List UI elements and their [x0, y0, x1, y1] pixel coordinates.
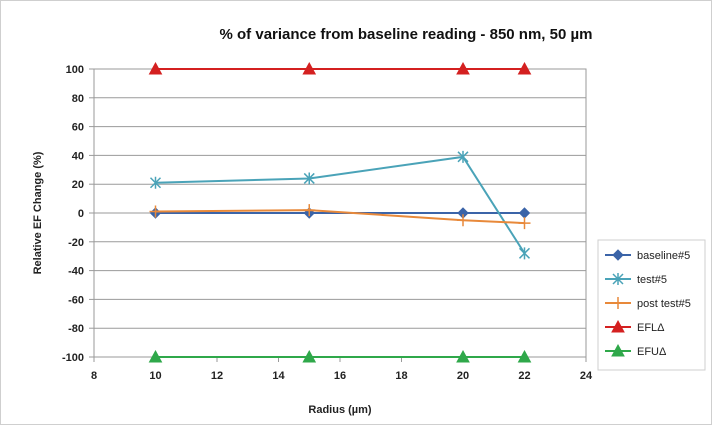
y-axis-title: Relative EF Change (%)	[32, 151, 44, 274]
data-point-test-5-3	[518, 247, 531, 260]
legend-label-test-5: test#5	[637, 274, 667, 286]
series-post-test-5	[149, 204, 531, 230]
data-point-post-test-5-0	[149, 205, 162, 218]
series-layer	[148, 61, 532, 363]
y-tick-label--40: -40	[68, 266, 84, 278]
legend-marker-post-test-5	[612, 297, 624, 309]
legend-label-efu: EFUΔ	[637, 346, 667, 358]
series-line-post-test-5	[155, 209, 525, 225]
x-tick-label-16: 16	[334, 370, 346, 382]
series-efl	[148, 61, 532, 75]
x-tick-label-8: 8	[91, 370, 97, 382]
data-point-efl-0	[148, 61, 163, 75]
data-point-post-test-5-2	[457, 214, 469, 227]
x-tick-label-14: 14	[272, 370, 285, 382]
data-point-efu-1	[302, 349, 317, 363]
data-point-efl-1	[302, 61, 317, 75]
legend-label-post-test-5: post test#5	[637, 298, 691, 310]
series-test-5	[149, 150, 531, 260]
y-tick-label--80: -80	[68, 323, 84, 335]
series-efu	[148, 349, 532, 363]
x-tick-label-18: 18	[395, 370, 407, 382]
data-point-efu-2	[456, 349, 470, 363]
y-tick-label-60: 60	[72, 122, 84, 134]
x-tick-label-10: 10	[149, 370, 161, 382]
legend-marker-efu	[611, 343, 625, 357]
x-tick-label-24: 24	[580, 370, 593, 382]
data-point-post-test-5-3	[518, 217, 531, 230]
data-point-efu-0	[148, 349, 163, 363]
legend: baseline#5 test#5 post test#5 EFLΔ EFUΔ	[597, 239, 706, 371]
data-point-efu-3	[517, 349, 532, 363]
data-point-test-5-0	[149, 176, 162, 189]
legend-marker-efl	[611, 319, 625, 333]
y-tick-label--20: -20	[68, 237, 84, 249]
legend-marker-test-5	[612, 273, 624, 285]
y-tick-label--100: -100	[62, 352, 84, 364]
legend-label-baseline-5: baseline#5	[637, 250, 690, 262]
chart-title: % of variance from baseline reading - 85…	[220, 26, 593, 43]
y-tick-label-80: 80	[72, 93, 84, 105]
x-tick-label-20: 20	[457, 370, 469, 382]
tick-layer: 100 80 60 40 20 0 -20 -40 -60 -80 -100 8 10 12 14 16 18 2…	[62, 64, 593, 382]
y-tick-label-20: 20	[72, 179, 84, 191]
legend-marker-baseline-5	[612, 249, 624, 261]
x-tick-label-12: 12	[211, 370, 223, 382]
x-tick-label-22: 22	[518, 370, 530, 382]
y-tick-label-40: 40	[72, 150, 84, 162]
legend-label-efl: EFLΔ	[637, 322, 665, 334]
x-axis-title: Radius (µm)	[308, 404, 372, 416]
y-tick-label-0: 0	[78, 208, 84, 220]
data-point-efl-2	[456, 61, 470, 75]
series-line-test-5	[155, 155, 526, 254]
y-tick-label--60: -60	[68, 294, 84, 306]
data-point-efl-3	[517, 61, 532, 75]
data-point-test-5-1	[303, 172, 315, 185]
data-point-test-5-2	[457, 150, 469, 163]
y-tick-label-100: 100	[66, 64, 84, 76]
data-point-post-test-5-1	[303, 204, 316, 217]
